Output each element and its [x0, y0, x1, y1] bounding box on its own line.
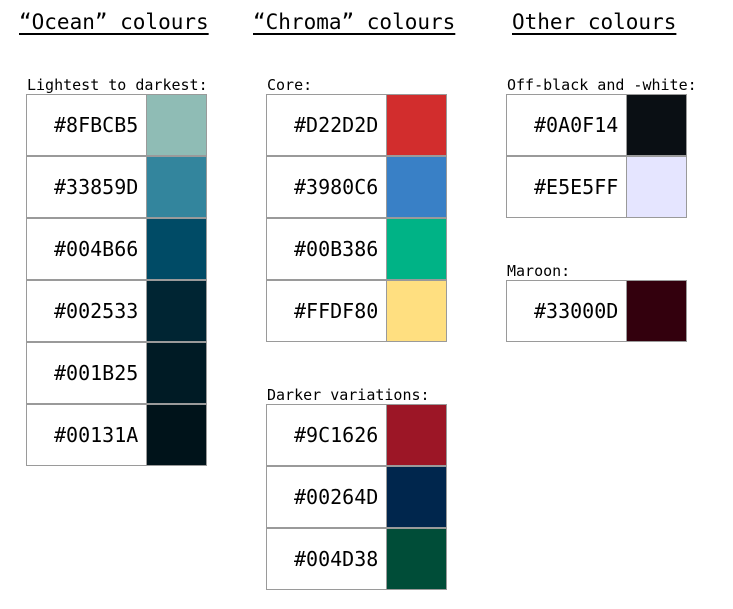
ocean-label: Lightest to darkest: — [27, 76, 208, 94]
hex-code-label: #004B66 — [26, 218, 147, 280]
colour-swatch — [146, 404, 207, 466]
chroma-heading: “Chroma” colours — [253, 10, 456, 34]
ocean-heading: “Ocean” colours — [19, 10, 209, 34]
darker-label: Darker variations: — [267, 386, 430, 404]
hex-code-label: #D22D2D — [266, 94, 387, 156]
colour-swatch — [386, 528, 447, 590]
hex-code-label: #0A0F14 — [506, 94, 627, 156]
colour-swatch — [386, 94, 447, 156]
colour-swatch — [146, 94, 207, 156]
offbw-label: Off-black and -white: — [507, 76, 697, 94]
colour-swatch — [146, 218, 207, 280]
hex-code-label: #FFDF80 — [266, 280, 387, 342]
hex-code-label: #00264D — [266, 466, 387, 528]
hex-code-label: #33000D — [506, 280, 627, 342]
hex-code-label: #8FBCB5 — [26, 94, 147, 156]
colour-swatch — [146, 156, 207, 218]
hex-code-label: #9C1626 — [266, 404, 387, 466]
colour-swatch — [146, 342, 207, 404]
hex-code-label: #00B386 — [266, 218, 387, 280]
colour-swatch — [386, 404, 447, 466]
colour-swatch — [386, 156, 447, 218]
colour-swatch — [626, 94, 687, 156]
other-heading: Other colours — [512, 10, 677, 34]
colour-swatch — [386, 466, 447, 528]
colour-swatch — [386, 280, 447, 342]
colour-swatch — [386, 218, 447, 280]
hex-code-label: #33859D — [26, 156, 147, 218]
hex-code-label: #3980C6 — [266, 156, 387, 218]
hex-code-label: #002533 — [26, 280, 147, 342]
maroon-label: Maroon: — [507, 262, 571, 280]
hex-code-label: #00131A — [26, 404, 147, 466]
hex-code-label: #E5E5FF — [506, 156, 627, 218]
colour-swatch — [146, 280, 207, 342]
colour-swatch — [626, 280, 687, 342]
core-label: Core: — [267, 76, 313, 94]
hex-code-label: #001B25 — [26, 342, 147, 404]
colour-swatch — [626, 156, 687, 218]
hex-code-label: #004D38 — [266, 528, 387, 590]
